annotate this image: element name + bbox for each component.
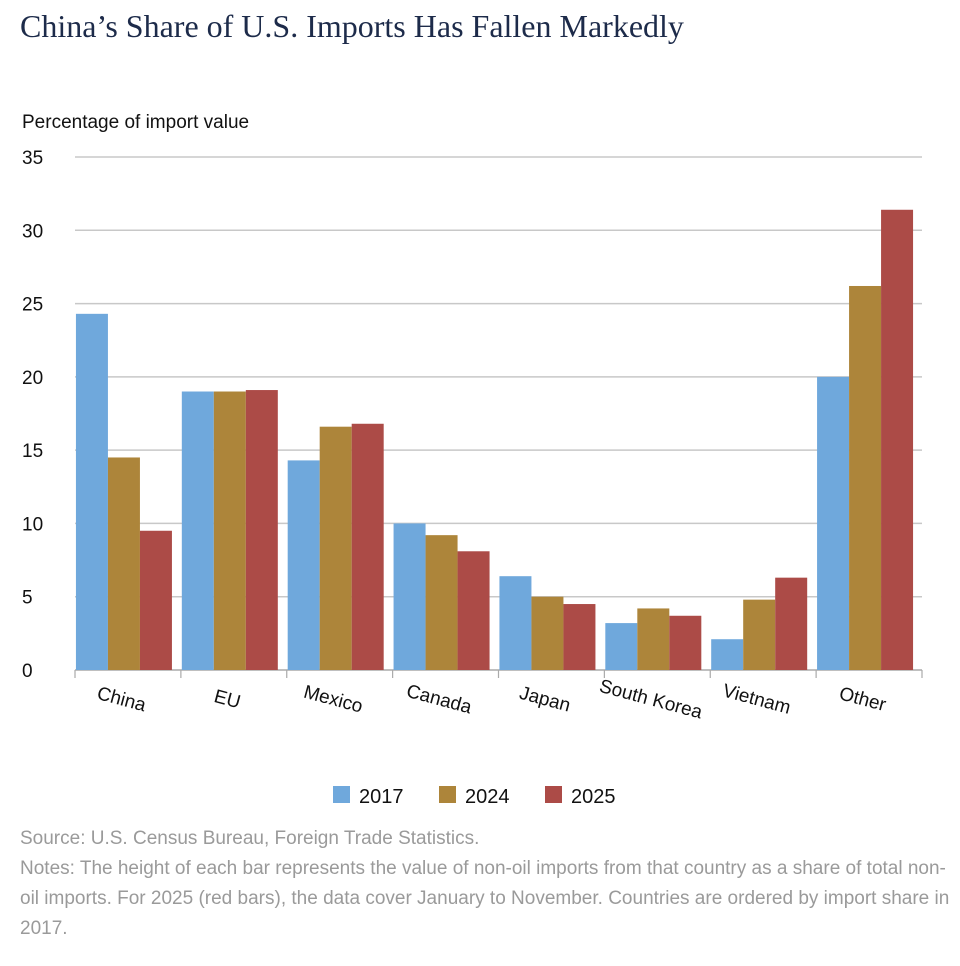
bar-japan-2025 <box>563 604 596 670</box>
x-tick-label: Mexico <box>301 682 365 718</box>
x-tick-label: Vietnam <box>720 681 792 719</box>
legend-label-2025: 2025 <box>571 786 616 808</box>
y-tick-label: 0 <box>22 661 33 682</box>
bar-other-2017 <box>817 376 850 670</box>
bar-china-2025 <box>139 530 172 670</box>
bar-japan-2017 <box>499 576 532 670</box>
y-axis-label: Percentage of import value <box>22 112 249 133</box>
notes-text: Notes: The height of each bar represents… <box>20 858 950 939</box>
bar-other-2025 <box>881 209 914 670</box>
bar-canada-2017 <box>393 523 426 670</box>
bar-south-korea-2024 <box>637 608 670 670</box>
bar-eu-2017 <box>181 391 214 670</box>
source-text: Source: U.S. Census Bureau, Foreign Trad… <box>20 828 480 849</box>
legend-swatch-2017 <box>333 786 350 803</box>
x-tick-label: China <box>95 683 149 716</box>
bar-vietnam-2024 <box>743 599 776 670</box>
bar-canada-2024 <box>425 535 458 670</box>
y-tick-label: 15 <box>22 441 43 462</box>
x-tick-label: EU <box>212 686 243 713</box>
legend-swatch-2025 <box>545 786 562 803</box>
y-tick-label: 20 <box>22 368 43 389</box>
y-tick-label: 5 <box>22 588 33 609</box>
legend-label-2017: 2017 <box>359 786 404 808</box>
y-tick-label: 10 <box>22 514 43 535</box>
bar-south-korea-2025 <box>669 615 702 670</box>
y-tick-label: 35 <box>22 148 43 169</box>
x-tick-label: South Korea <box>597 676 705 724</box>
x-tick-label: Japan <box>517 683 572 717</box>
legend-swatch-2024 <box>439 786 456 803</box>
bar-eu-2024 <box>213 391 246 670</box>
bar-china-2024 <box>107 457 140 670</box>
bar-eu-2025 <box>245 390 278 670</box>
bar-japan-2024 <box>531 596 564 670</box>
bar-mexico-2017 <box>287 460 320 670</box>
bar-chart: Percentage of import value05101520253035… <box>22 112 923 808</box>
bar-vietnam-2017 <box>711 639 744 670</box>
bar-mexico-2024 <box>319 426 352 670</box>
bar-south-korea-2017 <box>605 623 638 670</box>
bar-canada-2025 <box>457 551 490 670</box>
bar-vietnam-2025 <box>775 577 808 670</box>
legend-label-2024: 2024 <box>465 786 510 808</box>
bar-china-2017 <box>75 313 108 670</box>
x-tick-label: Canada <box>404 681 474 719</box>
bar-mexico-2025 <box>351 423 384 670</box>
bar-other-2024 <box>849 285 882 670</box>
y-tick-label: 30 <box>22 221 43 242</box>
chart-notes: Source: U.S. Census Bureau, Foreign Trad… <box>20 824 950 944</box>
x-tick-label: Other <box>837 683 889 716</box>
y-tick-label: 25 <box>22 295 43 316</box>
chart-title: China’s Share of U.S. Imports Has Fallen… <box>20 8 684 44</box>
